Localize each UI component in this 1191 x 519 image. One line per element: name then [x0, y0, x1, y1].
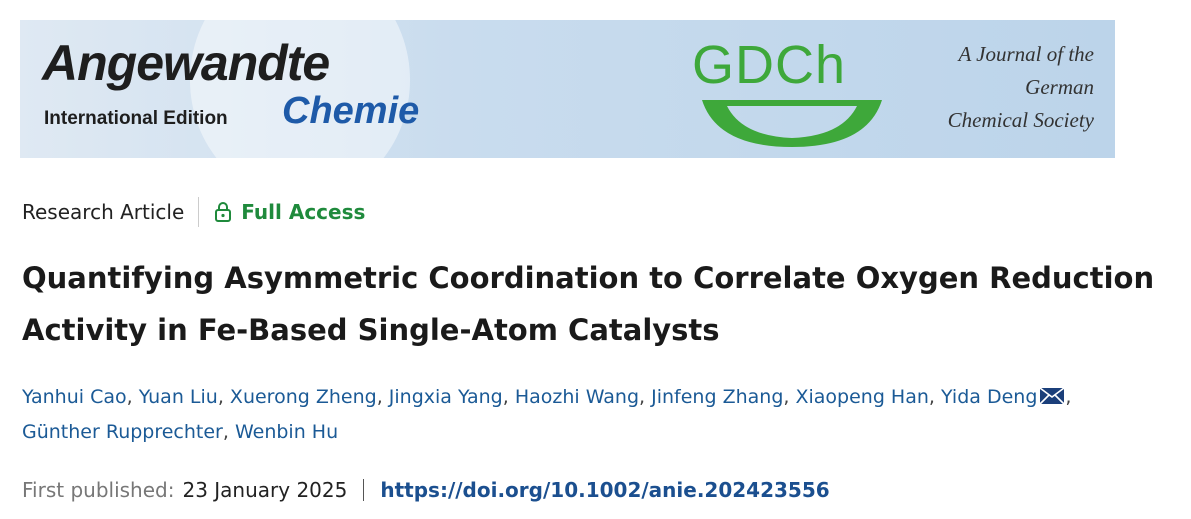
tagline-line: Chemical Society	[947, 108, 1094, 132]
author-separator: ,	[376, 386, 383, 408]
tagline-line: German	[1025, 75, 1094, 99]
author-name[interactable]: Wenbin Hu	[234, 421, 339, 443]
author-name[interactable]: Haozhi Wang	[514, 386, 640, 408]
access-label: Full Access	[241, 200, 366, 224]
author-name[interactable]: Jinfeng Zhang	[651, 386, 784, 408]
author-separator: ,	[783, 386, 790, 408]
author-name[interactable]: Günther Rupprechter	[22, 421, 223, 443]
published-date: 23 January 2025	[182, 478, 348, 502]
journal-banner[interactable]: Angewandte International Edition Chemie …	[20, 20, 1115, 158]
article-title: Quantifying Asymmetric Coordination to C…	[22, 261, 1155, 347]
author-name[interactable]: Yida Deng	[941, 386, 1038, 408]
journal-sub: Chemie	[282, 90, 420, 132]
journal-name: Angewandte	[42, 35, 330, 91]
society-logo: GDCh	[692, 35, 847, 95]
author-list: Yanhui Cao, Yuan Liu, Xuerong Zheng, Jin…	[22, 380, 1132, 450]
author-name[interactable]: Xuerong Zheng	[229, 386, 377, 408]
author-separator: ,	[502, 386, 509, 408]
article-type: Research Article	[22, 200, 185, 224]
author-name[interactable]: Yanhui Cao	[22, 386, 127, 408]
author-separator: ,	[217, 386, 224, 408]
logo-bowl	[702, 100, 882, 147]
separator	[198, 197, 200, 227]
author-separator: ,	[1065, 386, 1072, 408]
tagline-line: A Journal of the	[958, 42, 1094, 66]
lock-icon	[215, 202, 232, 222]
email-icon[interactable]	[1039, 387, 1065, 405]
author-separator: ,	[126, 386, 133, 408]
article-meta: Research Article Full Access	[22, 197, 365, 227]
author-separator: ,	[639, 386, 646, 408]
banner-circle	[190, 20, 410, 158]
publication-info: First published: 23 January 2025 https:/…	[22, 478, 830, 502]
author-name[interactable]: Xiaopeng Han	[795, 386, 929, 408]
doi-link[interactable]: https://doi.org/10.1002/anie.202423556	[380, 478, 830, 502]
edition: International Edition	[44, 108, 228, 129]
tagline: A Journal of the German Chemical Society	[900, 38, 1094, 137]
author-separator: ,	[928, 386, 935, 408]
author-name[interactable]: Yuan Liu	[138, 386, 218, 408]
published-label: First published:	[22, 478, 175, 502]
author-separator: ,	[222, 421, 229, 443]
author-name[interactable]: Jingxia Yang	[388, 386, 503, 408]
separator	[363, 479, 365, 501]
